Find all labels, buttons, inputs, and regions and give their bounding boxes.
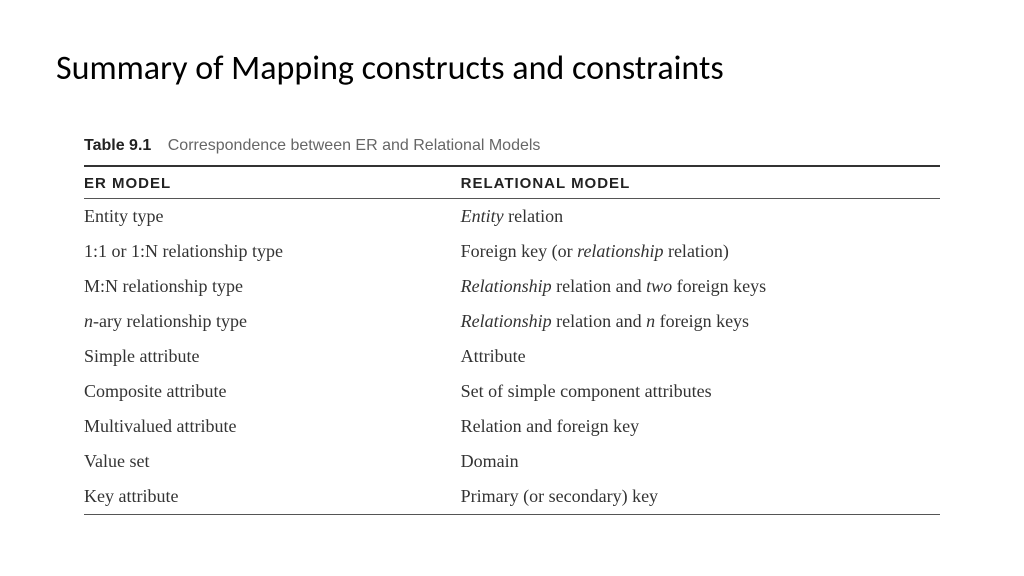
table-row: n-ary relationship typeRelationship rela… bbox=[84, 304, 940, 339]
cell-rel: Relation and foreign key bbox=[461, 409, 940, 444]
col-header-rel: RELATIONAL MODEL bbox=[461, 166, 940, 199]
table-row: Multivalued attributeRelation and foreig… bbox=[84, 409, 940, 444]
cell-rel: Foreign key (or relationship relation) bbox=[461, 234, 940, 269]
cell-rel: Relationship relation and two foreign ke… bbox=[461, 269, 940, 304]
table-label: Table 9.1 bbox=[84, 137, 151, 154]
col-header-er: ER MODEL bbox=[84, 166, 461, 199]
table-row: M:N relationship typeRelationship relati… bbox=[84, 269, 940, 304]
cell-rel: Entity relation bbox=[461, 199, 940, 235]
page-title: Summary of Mapping constructs and constr… bbox=[56, 48, 968, 89]
table-wrapper: Table 9.1 Correspondence between ER and … bbox=[56, 137, 968, 515]
table-header-row: ER MODEL RELATIONAL MODEL bbox=[84, 166, 940, 199]
correspondence-table: ER MODEL RELATIONAL MODEL Entity typeEnt… bbox=[84, 165, 940, 515]
cell-er: n-ary relationship type bbox=[84, 304, 461, 339]
cell-er: 1:1 or 1:N relationship type bbox=[84, 234, 461, 269]
table-row: Simple attributeAttribute bbox=[84, 339, 940, 374]
cell-er: Simple attribute bbox=[84, 339, 461, 374]
cell-rel: Attribute bbox=[461, 339, 940, 374]
table-caption-text: Correspondence between ER and Relational… bbox=[168, 137, 541, 154]
table-row: Entity typeEntity relation bbox=[84, 199, 940, 235]
cell-er: M:N relationship type bbox=[84, 269, 461, 304]
table-caption: Table 9.1 Correspondence between ER and … bbox=[84, 137, 940, 155]
cell-rel: Relationship relation and n foreign keys bbox=[461, 304, 940, 339]
table-body: Entity typeEntity relation1:1 or 1:N rel… bbox=[84, 199, 940, 515]
cell-rel: Set of simple component attributes bbox=[461, 374, 940, 409]
table-row: Composite attributeSet of simple compone… bbox=[84, 374, 940, 409]
cell-er: Key attribute bbox=[84, 479, 461, 515]
cell-er: Value set bbox=[84, 444, 461, 479]
table-row: Key attributePrimary (or secondary) key bbox=[84, 479, 940, 515]
cell-er: Entity type bbox=[84, 199, 461, 235]
cell-er: Composite attribute bbox=[84, 374, 461, 409]
cell-rel: Domain bbox=[461, 444, 940, 479]
table-row: Value setDomain bbox=[84, 444, 940, 479]
table-row: 1:1 or 1:N relationship typeForeign key … bbox=[84, 234, 940, 269]
cell-er: Multivalued attribute bbox=[84, 409, 461, 444]
cell-rel: Primary (or secondary) key bbox=[461, 479, 940, 515]
